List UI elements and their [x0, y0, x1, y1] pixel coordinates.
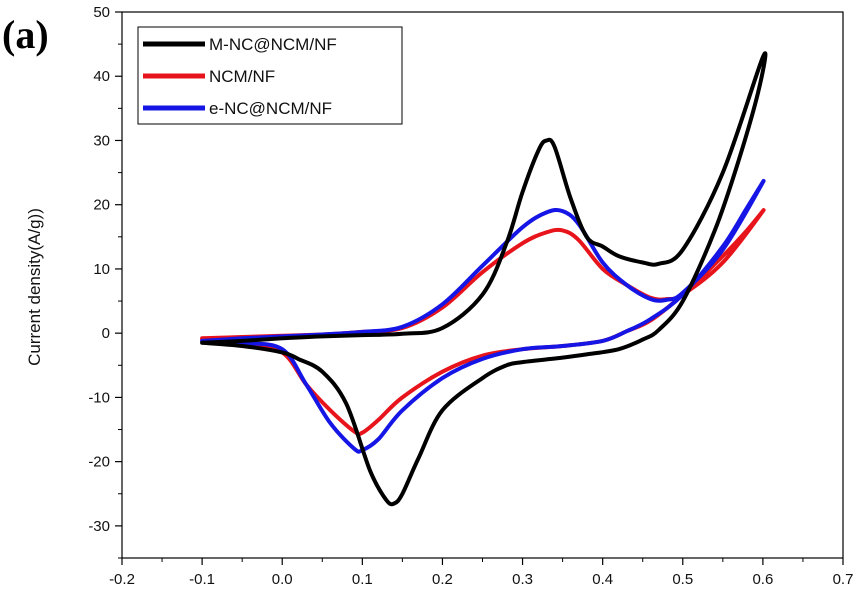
panel-label: (a) — [2, 12, 49, 57]
series-line-e-nc-ncm-nf — [200, 178, 766, 454]
legend-label-e-nc: e-NC@NCM/NF — [209, 99, 332, 118]
x-tick-label: 0.2 — [432, 571, 453, 588]
y-tick-label: 0 — [102, 325, 110, 342]
series-line-ncm-nf — [200, 208, 766, 437]
x-tick-label: 0.3 — [512, 571, 533, 588]
tick-layer: -0.2 -0.1 0.0 0.1 0.2 0.3 0.4 0.5 0.6 0.7 -30 -20 -1… — [88, 4, 853, 588]
x-tick-label: -0.2 — [109, 571, 135, 588]
y-tick-label: 20 — [93, 197, 110, 214]
legend-label-ncm: NCM/NF — [209, 67, 275, 86]
series-line-m-nc-ncm-nf — [200, 51, 768, 507]
legend-label-m-nc: M-NC@NCM/NF — [209, 35, 337, 54]
y-tick-label: -20 — [88, 454, 110, 471]
y-tick-label: 40 — [93, 68, 110, 85]
y-tick-label: 50 — [93, 4, 110, 21]
x-tick-label: 0.4 — [592, 571, 613, 588]
series-layer — [200, 51, 768, 507]
x-tick-label: 0.0 — [272, 571, 293, 588]
legend: M-NC@NCM/NF NCM/NF e-NC@NCM/NF — [137, 26, 403, 125]
y-tick-label: -10 — [88, 389, 110, 406]
x-tick-label: 0.7 — [833, 571, 854, 588]
x-tick-label: 0.1 — [352, 571, 373, 588]
x-tick-label: -0.1 — [189, 571, 215, 588]
x-tick-label: 0.5 — [672, 571, 693, 588]
x-tick-label: 0.6 — [752, 571, 773, 588]
y-tick-label: -30 — [88, 518, 110, 535]
y-axis-title: Current density(A/g)) — [25, 208, 44, 366]
y-tick-label: 30 — [93, 132, 110, 149]
y-tick-label: 10 — [93, 261, 110, 278]
